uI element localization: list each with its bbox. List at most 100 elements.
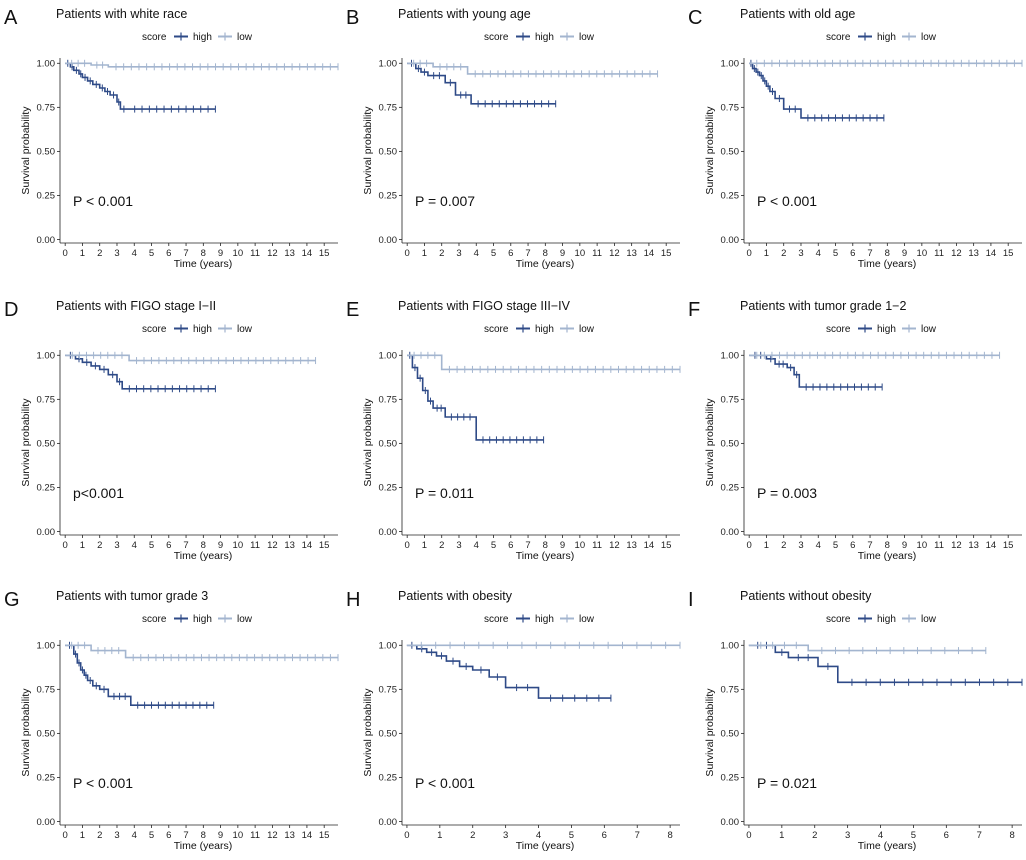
x-tick-label: 11: [592, 540, 602, 551]
y-tick-label: 0.75: [721, 103, 740, 114]
y-tick-label: 0.00: [721, 235, 740, 246]
y-tick-label: 0.00: [37, 235, 56, 246]
x-tick-label: 13: [968, 540, 979, 551]
x-tick-label: 14: [986, 248, 997, 259]
x-tick-label: 13: [284, 248, 295, 259]
x-tick-label: 1: [422, 540, 427, 551]
x-tick-label: 6: [602, 830, 607, 841]
legend-label-low: low: [921, 324, 937, 335]
x-tick-label: 4: [132, 248, 137, 259]
y-tick-label: 0.25: [379, 483, 398, 494]
km-curve-low: [748, 644, 986, 652]
legend: score high low: [826, 614, 937, 625]
y-tick-label: 0.75: [37, 685, 56, 696]
x-tick-label: 1: [764, 248, 769, 259]
x-tick-label: 5: [491, 540, 496, 551]
km-curve-high: [748, 644, 1022, 684]
x-tick-label: 12: [267, 540, 278, 551]
x-tick-label: 1: [422, 248, 427, 259]
x-tick-label: 7: [867, 248, 872, 259]
legend-label-low: low: [579, 324, 595, 335]
x-tick-label: 7: [525, 248, 530, 259]
x-tick-label: 0: [63, 540, 68, 551]
x-tick-label: 5: [833, 540, 838, 551]
y-tick-label: 0.00: [379, 527, 398, 538]
x-tick-label: 0: [63, 830, 68, 841]
x-axis-title: Time (years): [516, 258, 575, 270]
y-axis-title: Survival probability: [20, 398, 32, 487]
y-tick-label: 0.75: [37, 395, 56, 406]
x-tick-label: 12: [267, 830, 278, 841]
x-axis-title: Time (years): [858, 550, 917, 562]
x-tick-label: 8: [201, 248, 206, 259]
x-tick-label: 4: [132, 540, 137, 551]
x-tick-label: 7: [183, 830, 188, 841]
x-tick-label: 7: [525, 540, 530, 551]
x-tick-label: 2: [470, 830, 475, 841]
panel-label: B: [346, 7, 359, 29]
x-tick-label: 0: [747, 248, 752, 259]
x-tick-label: 6: [166, 540, 171, 551]
panel-label: I: [688, 589, 694, 611]
x-axis-title: Time (years): [174, 550, 233, 562]
legend: score high low: [142, 32, 253, 43]
y-tick-label: 0.50: [721, 147, 740, 158]
y-tick-label: 0.25: [379, 191, 398, 202]
p-value: P < 0.001: [415, 775, 475, 791]
panel-title: Patients with tumor grade 3: [56, 589, 208, 603]
legend-label-high: high: [193, 614, 212, 625]
x-tick-label: 6: [944, 830, 949, 841]
x-tick-label: 7: [635, 830, 640, 841]
y-tick-label: 1.00: [721, 59, 740, 70]
x-tick-label: 15: [319, 830, 330, 841]
x-tick-label: 5: [911, 830, 916, 841]
x-tick-label: 11: [250, 830, 260, 841]
km-curve-high: [749, 354, 883, 388]
panel-a: A Patients with white race score high low 0.0…: [4, 7, 339, 270]
x-tick-label: 15: [319, 540, 330, 551]
panel-label: C: [688, 7, 702, 29]
x-tick-label: 14: [644, 540, 655, 551]
km-curve-low: [65, 354, 316, 362]
y-tick-label: 0.25: [721, 773, 740, 784]
x-tick-label: 9: [218, 248, 223, 259]
y-tick-label: 0.25: [37, 773, 56, 784]
y-axis-title: Survival probability: [704, 688, 716, 777]
x-tick-label: 8: [543, 540, 548, 551]
x-tick-label: 12: [267, 248, 278, 259]
y-tick-label: 0.25: [37, 191, 56, 202]
legend-label-high: high: [877, 32, 896, 43]
y-tick-label: 1.00: [37, 59, 56, 70]
x-tick-label: 8: [885, 248, 890, 259]
x-tick-label: 7: [183, 540, 188, 551]
p-value: p<0.001: [73, 485, 124, 501]
panel-e: E Patients with FIGO stage III−IV score hig…: [346, 299, 681, 562]
x-tick-label: 10: [233, 830, 244, 841]
legend-label-high: high: [193, 32, 212, 43]
legend-label-high: high: [535, 614, 554, 625]
x-tick-label: 8: [543, 248, 548, 259]
x-tick-label: 12: [609, 248, 620, 259]
x-axis-title: Time (years): [858, 840, 917, 852]
panel-title: Patients with tumor grade 1−2: [740, 299, 906, 313]
x-tick-label: 2: [97, 248, 102, 259]
x-tick-label: 15: [661, 540, 672, 551]
legend-label-high: high: [877, 614, 896, 625]
x-tick-label: 1: [80, 248, 85, 259]
panel-title: Patients with obesity: [398, 589, 513, 603]
legend-title: score: [142, 614, 167, 625]
legend-title: score: [142, 324, 167, 335]
legend-title: score: [484, 324, 509, 335]
panel-title: Patients with old age: [740, 7, 855, 21]
x-tick-label: 13: [626, 248, 637, 259]
y-tick-label: 1.00: [721, 641, 740, 652]
legend-title: score: [484, 32, 509, 43]
y-tick-label: 1.00: [379, 641, 398, 652]
y-axis-title: Survival probability: [704, 398, 716, 487]
y-tick-label: 0.00: [379, 235, 398, 246]
y-axis-title: Survival probability: [362, 688, 374, 777]
panel-b: B Patients with young age score high low 0.00…: [346, 7, 680, 270]
x-tick-label: 3: [845, 830, 850, 841]
y-tick-label: 0.25: [721, 483, 740, 494]
x-tick-label: 14: [302, 248, 313, 259]
